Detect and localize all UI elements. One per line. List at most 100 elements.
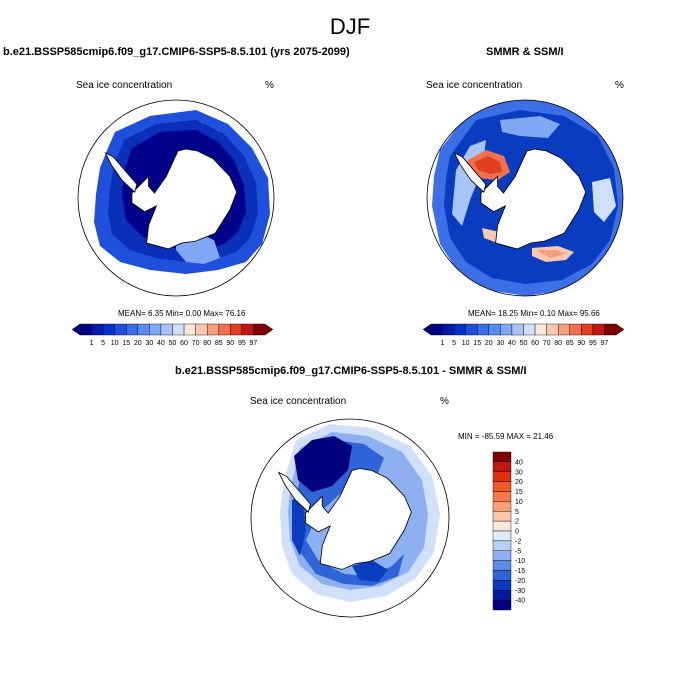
panel2-colorbar-low-end bbox=[422, 323, 432, 336]
panel2-colorbar-swatch bbox=[604, 323, 617, 336]
panel2-colorbar-high-end bbox=[615, 323, 625, 336]
panel2-colorbar-tick-label: 95 bbox=[589, 340, 597, 347]
panel2-colorbar-swatch bbox=[511, 323, 524, 336]
panel2-map-boundary bbox=[426, 99, 624, 297]
panel1-colorbar-tick-label: 30 bbox=[145, 340, 153, 347]
panel1-colorbar-tick-label: 20 bbox=[134, 340, 142, 347]
panel3-colorbar-tick-label: -30 bbox=[515, 588, 525, 595]
panel1-colorbar-swatch bbox=[102, 323, 115, 336]
panel3-colorbar-swatch bbox=[492, 550, 512, 561]
panel3-colorbar-swatch bbox=[492, 491, 512, 502]
panel3-colorbar-swatch bbox=[492, 560, 512, 571]
panel3-units-label: % bbox=[440, 396, 449, 407]
panel1-colorbar-swatch bbox=[195, 323, 208, 336]
panel1-colorbar-tick-label: 95 bbox=[238, 340, 246, 347]
panel2-colorbar-swatch bbox=[442, 323, 455, 336]
panel3-variable-label: Sea ice concentration bbox=[250, 396, 347, 407]
panel1-colorbar-high-end bbox=[264, 323, 274, 336]
panel3-title: b.e21.BSSP585cmip6.f09_g17.CMIP6-SSP5-8.… bbox=[175, 365, 527, 377]
panel3-colorbar-tick-label: -10 bbox=[515, 558, 525, 565]
panel2-colorbar: 1 5 10 15 20 30 40 50 60 70 80 85 90 95 97 bbox=[422, 323, 625, 347]
panel3-colorbar-tick-label: -5 bbox=[515, 548, 521, 555]
panel2-stats: MEAN= 18.25 Min= 0.10 Max= 95.66 bbox=[468, 309, 600, 318]
panel2-colorbar-swatch bbox=[557, 323, 570, 336]
panel1-title: b.e21.BSSP585cmip6.f09_g17.CMIP6-SSP5-8.… bbox=[3, 46, 350, 58]
panel3-colorbar-tick-label: -15 bbox=[515, 568, 525, 575]
panel1-colorbar-swatch bbox=[79, 323, 92, 336]
panel2-title: SMMR & SSM/I bbox=[486, 46, 564, 58]
panel3-colorbar-tick-label: -40 bbox=[515, 598, 525, 605]
panel3-colorbar-tick-label: 5 bbox=[515, 509, 519, 516]
panel3-colorbar-tick-label: 0 bbox=[515, 529, 519, 536]
panel3-colorbar-tick-label: 2 bbox=[515, 519, 519, 526]
panel3-diff-west-core bbox=[292, 496, 306, 556]
panel1-colorbar-swatch bbox=[206, 323, 219, 336]
panel2-colorbar-tick-label: 85 bbox=[566, 340, 574, 347]
panel3-colorbar-tick-label: 10 bbox=[515, 499, 523, 506]
panel2-colorbar-tick-label: 30 bbox=[496, 340, 504, 347]
panel2-colorbar-tick-label: 90 bbox=[577, 340, 585, 347]
panel1-colorbar-swatch bbox=[241, 323, 254, 336]
panel2-colorbar-swatch bbox=[581, 323, 594, 336]
panel1-colorbar-tick-label: 85 bbox=[215, 340, 223, 347]
panel2-colorbar-tick-label: 10 bbox=[462, 340, 470, 347]
panel1-colorbar-tick-label: 60 bbox=[180, 340, 188, 347]
panel1-colorbar-swatch bbox=[126, 323, 139, 336]
panel3-colorbar-tick-label: 40 bbox=[515, 459, 523, 466]
panel2-ice-light-east bbox=[592, 178, 616, 222]
panel2-colorbar-swatch bbox=[569, 323, 582, 336]
panel2-colorbar-swatch bbox=[430, 323, 443, 336]
panel3-colorbar-swatch bbox=[492, 461, 512, 472]
panel1-colorbar-swatch bbox=[183, 323, 196, 336]
panel2-colorbar-swatch bbox=[534, 323, 547, 336]
panel3-colorbar-swatch bbox=[492, 530, 512, 542]
panel2-colorbar-tick-label: 80 bbox=[554, 340, 562, 347]
panel2-colorbar-tick-label: 1 bbox=[441, 340, 445, 347]
panel1-variable-label: Sea ice concentration bbox=[76, 80, 173, 91]
panel2-colorbar-tick-label: 70 bbox=[543, 340, 551, 347]
panel2-colorbar-tick-label: 40 bbox=[508, 340, 516, 347]
panel3-colorbar-swatch bbox=[492, 580, 512, 591]
panel3-colorbar-tick-label: 30 bbox=[515, 469, 523, 476]
panel2-variable-label: Sea ice concentration bbox=[426, 80, 523, 91]
panel3-colorbar-swatch bbox=[492, 520, 512, 532]
panel3-colorbar-tick-label: 20 bbox=[515, 479, 523, 486]
panel3-colorbar-swatch bbox=[492, 599, 512, 611]
panel2-colorbar-swatch bbox=[592, 323, 605, 336]
panel2-colorbar-swatch bbox=[546, 323, 559, 336]
main-title: DJF bbox=[329, 14, 371, 39]
panel2-colorbar-tick-label: 5 bbox=[452, 340, 456, 347]
panel3-map-boundary bbox=[250, 418, 450, 618]
panel1-colorbar-tick-label: 50 bbox=[169, 340, 177, 347]
panel3-diff-weddell-core bbox=[294, 436, 352, 492]
panel2-map bbox=[426, 99, 624, 297]
panel2-ice-light-north bbox=[500, 116, 560, 138]
panel2-colorbar-swatch bbox=[465, 323, 478, 336]
panel1-colorbar-tick-label: 15 bbox=[122, 340, 130, 347]
panel1-colorbar-tick-label: 70 bbox=[192, 340, 200, 347]
panel3-colorbar-swatch bbox=[492, 511, 512, 522]
panel2-colorbar-swatch bbox=[523, 323, 536, 336]
panel1-units-label: % bbox=[265, 80, 274, 91]
panel1-colorbar-tick-label: 90 bbox=[226, 340, 234, 347]
panel1-map bbox=[77, 99, 275, 297]
panel1-stats: MEAN= 6.35 Min= 0.00 Max= 76.16 bbox=[118, 309, 246, 318]
panel1-colorbar-tick-label: 10 bbox=[111, 340, 119, 347]
panel3-colorbar-swatch bbox=[492, 451, 512, 463]
panel2-colorbar-swatch bbox=[477, 323, 490, 336]
panel2-colorbar-swatch bbox=[488, 323, 501, 336]
panel3-diff-ross-core bbox=[352, 560, 388, 582]
panel3-colorbar-swatch bbox=[492, 481, 512, 492]
panel1-colorbar-low-end bbox=[71, 323, 81, 336]
panel3-colorbar-swatch bbox=[492, 471, 512, 482]
panel2-ice-weddell-core bbox=[474, 156, 502, 174]
panel1-colorbar-tick-label: 1 bbox=[90, 340, 94, 347]
panel3-colorbar-swatch bbox=[492, 570, 512, 581]
panel1-map-boundary bbox=[77, 99, 275, 297]
panel1-colorbar-swatch bbox=[149, 323, 162, 336]
panel1-colorbar-swatch bbox=[230, 323, 243, 336]
panel1-colorbar-swatch bbox=[218, 323, 231, 336]
panel1-colorbar-tick-label: 40 bbox=[157, 340, 165, 347]
panel3-colorbar-tick-label: 15 bbox=[515, 489, 523, 496]
